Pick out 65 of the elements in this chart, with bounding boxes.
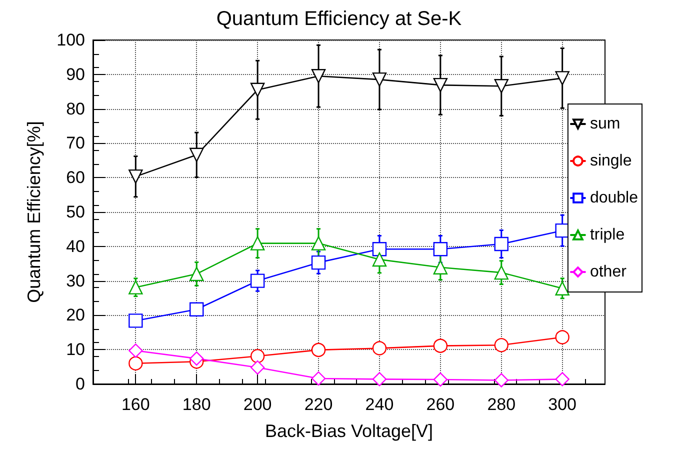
point [555,71,570,86]
point [190,351,204,366]
point [311,342,326,358]
legend-label: other [590,264,628,280]
point [250,360,265,375]
point [128,314,143,328]
point [494,78,508,94]
x-axis-title: Back-Bias Voltage[V] [264,421,434,441]
y-tick-label: 10 [66,340,85,360]
point [555,330,570,344]
point [433,372,448,387]
point [311,69,326,84]
point [250,236,265,250]
x-tick-label: 280 [487,395,516,414]
point [250,349,265,364]
point [433,242,448,256]
y-tick-label: 100 [56,30,85,50]
point [311,371,326,386]
point [372,72,387,87]
point [128,344,143,358]
point [555,281,570,296]
x-tick-label: 160 [121,395,150,414]
point [555,372,570,386]
point [433,78,448,92]
y-tick-label: 40 [66,236,85,256]
y-axis-title: Quantum Efficiency[%] [24,121,44,303]
point [372,252,387,267]
legend-label: double [590,190,638,206]
y-tick-label: 20 [66,306,85,325]
x-tick-label: 220 [304,395,333,414]
y-tick-label: 60 [66,168,85,188]
y-tick-label: 0 [76,374,85,394]
y-tick-label: 80 [66,99,85,118]
x-tick-label: 200 [243,395,272,414]
x-tick-label: 240 [365,395,394,414]
y-tick-label: 90 [66,64,85,84]
legend-label: single [590,152,632,170]
point [128,356,143,370]
point [494,265,508,280]
point [311,236,326,250]
point [433,338,448,353]
point [250,274,265,288]
y-tick-label: 30 [66,271,85,290]
point [494,236,508,252]
x-tick-label: 300 [548,395,577,414]
point [190,148,204,162]
point [372,341,387,356]
y-tick-label: 50 [66,202,85,222]
point [311,255,326,270]
point [372,242,387,256]
x-tick-label: 180 [182,395,211,414]
point [494,338,508,352]
point [190,302,204,316]
x-tick-label: 260 [426,395,455,414]
chart-title: Quantum Efficiency at Se-K [216,8,462,30]
point [372,372,387,386]
point [494,373,508,388]
point [433,260,448,274]
legend-label: triple [590,226,625,244]
point [190,266,204,282]
y-tick-label: 70 [66,134,85,153]
point [128,280,143,294]
point [250,82,265,97]
point [128,169,143,184]
legend-label: sum [590,116,620,132]
